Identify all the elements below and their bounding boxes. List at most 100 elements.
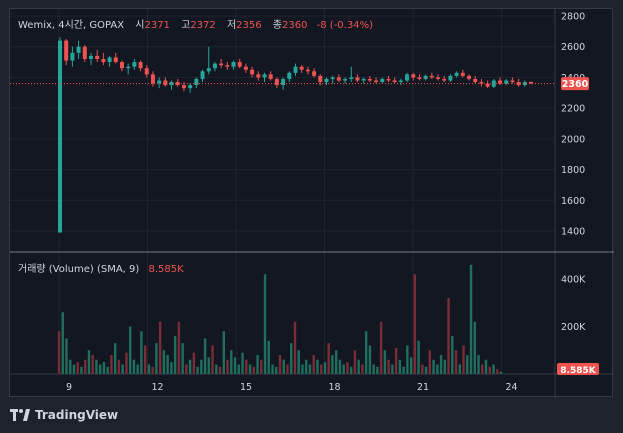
candle-body (132, 62, 137, 67)
volume-bar (245, 359, 248, 374)
volume-bar (140, 331, 143, 374)
time-tick-label: 18 (328, 382, 340, 393)
volume-bar (413, 274, 417, 374)
candle-body (429, 75, 434, 78)
volume-bar (110, 355, 113, 374)
volume-bar (432, 359, 435, 374)
volume-axis[interactable]: 400K 200K (561, 275, 586, 334)
volume-bar (151, 366, 154, 374)
volume-bar (91, 355, 94, 374)
volume-bar (166, 355, 169, 374)
volume-bar (215, 364, 218, 374)
candle-body (398, 80, 403, 83)
candle-body (355, 77, 360, 81)
volume-bar (353, 350, 357, 374)
volume-bar (87, 350, 91, 374)
volume-bar (72, 364, 76, 374)
candle-body (299, 66, 304, 70)
candle-body (188, 85, 193, 89)
candle-body (504, 80, 509, 84)
symbol-legend[interactable]: Wemix, 4시간, GOPAX 시2371 고2372 저2356 종236… (18, 19, 373, 31)
candle-body (76, 46, 81, 53)
volume-bar (278, 355, 282, 374)
volume-bar (428, 350, 432, 374)
candle-body (231, 62, 236, 67)
volume-bar (387, 359, 390, 374)
chart-canvas[interactable]: 28002600240022002000180016001400 2360 40… (10, 9, 614, 398)
candle-body (88, 55, 93, 59)
candle-body (225, 65, 230, 67)
candle-body (281, 78, 286, 86)
volume-bar (338, 359, 342, 374)
candle-body (417, 77, 422, 79)
candle-body (305, 69, 310, 72)
volume-bar (376, 366, 379, 374)
volume-legend[interactable]: 거래량 (Volume) (SMA, 9) 8.585K (18, 263, 184, 275)
volume-bar (57, 331, 61, 374)
volume-bar (177, 321, 181, 374)
tradingview-logo-icon (10, 409, 30, 421)
candle-body (529, 81, 533, 84)
candle-body (405, 74, 410, 81)
volume-bar (162, 350, 166, 374)
volume-bar (308, 364, 312, 374)
price-axis[interactable]: 28002600240022002000180016001400 (561, 12, 585, 238)
volume-bar (170, 362, 173, 374)
volume-bar (173, 336, 177, 374)
volume-bar (155, 343, 158, 374)
volume-bar (473, 321, 476, 374)
candle-body (144, 68, 149, 75)
candle-body (343, 78, 348, 81)
change-value: -8 (-0.34%) (317, 20, 373, 31)
volume-bar (484, 359, 488, 374)
close-label: 종 (273, 19, 282, 31)
time-tick-label: 15 (240, 382, 252, 393)
candle-body (274, 78, 279, 86)
volume-bar (192, 352, 196, 374)
candle-body (473, 78, 478, 83)
volume-bar (402, 366, 405, 374)
volume-bar (499, 371, 503, 374)
candle-body (194, 78, 199, 86)
candle-body (448, 75, 453, 81)
volume-bar (439, 355, 443, 374)
candle-body (200, 71, 205, 79)
volume-bar (275, 366, 278, 374)
volume-current-badge: 8.585K (557, 363, 599, 376)
candle-body (175, 82, 180, 86)
volume-bar (61, 312, 64, 374)
chart-frame[interactable]: 28002600240022002000180016001400 2360 40… (9, 8, 614, 398)
brand-name: TradingView (35, 408, 119, 422)
candle-body (206, 68, 211, 72)
candle-body (101, 59, 106, 63)
volume-bar (421, 364, 424, 374)
volume-bar (158, 321, 162, 374)
volume-bar (113, 343, 117, 374)
volume-bar (230, 350, 233, 374)
brand-footer[interactable]: TradingView (10, 405, 118, 425)
close-value: 2360 (282, 20, 307, 31)
price-candles[interactable] (58, 37, 533, 233)
volume-bar (409, 357, 413, 374)
candle-body (411, 74, 416, 78)
volume-bar (424, 366, 428, 374)
volume-tick-label: 200K (561, 322, 586, 333)
volume-bars[interactable] (57, 264, 503, 374)
price-tick-label: 2200 (561, 104, 585, 115)
candle-body (516, 82, 521, 86)
volume-bar (65, 338, 68, 374)
volume-bar (316, 359, 319, 374)
volume-bar (218, 366, 222, 374)
volume-bar (80, 366, 83, 374)
candle-body (479, 82, 484, 84)
candle-body (237, 62, 242, 67)
volume-bar (305, 359, 308, 374)
volume-bar (132, 359, 136, 374)
time-tick-label: 21 (417, 382, 429, 393)
low-value: 2356 (236, 20, 261, 31)
volume-bar (226, 359, 229, 374)
volume-bar (357, 359, 360, 374)
volume-bar (102, 362, 106, 374)
time-axis[interactable]: 9 12 15 18 21 24 (66, 382, 518, 393)
price-tick-label: 2000 (561, 134, 585, 145)
